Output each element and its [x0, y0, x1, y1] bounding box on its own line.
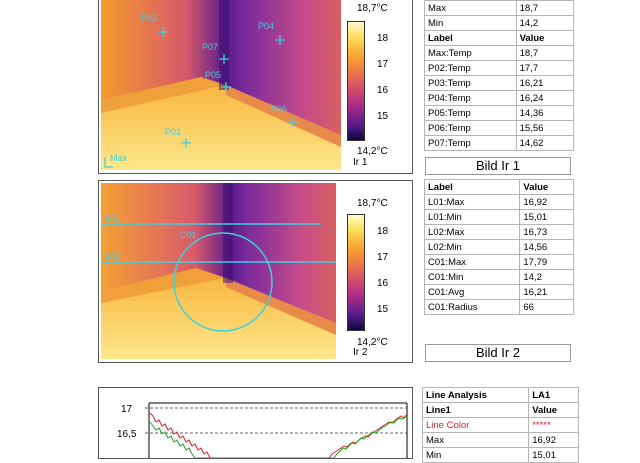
marker-p03-label: P03	[141, 13, 157, 23]
marker-p06-label: P06	[271, 104, 287, 114]
ir-2-color-scale	[347, 214, 365, 331]
table-row: P03:Temp 16,21	[424, 75, 575, 91]
ir-1-caption: Bild Ir 1	[425, 157, 571, 175]
marker-max-cross	[104, 157, 113, 168]
table-row: Max 18,7	[424, 0, 575, 16]
ir-2-caption: Bild Ir 2	[425, 344, 571, 362]
table-row: C01:Radius 66	[423, 299, 574, 315]
table-row: P04:Temp 16,24	[424, 90, 575, 106]
line-profile-panel: 17 16,5	[98, 387, 413, 459]
ir-1-measurement-table: Max 18,7 Min 14,2 Label Value Max:Temp 18,7 …	[424, 0, 575, 151]
table-row: L01:Max 16,92	[423, 194, 574, 210]
line-l02-label: L02	[105, 251, 120, 261]
marker-p07-label: P07	[202, 42, 218, 52]
scale-tick: 16	[377, 85, 389, 96]
table-row: C01:Max 17,79	[423, 254, 574, 270]
table-row: P05:Temp 14,36	[424, 105, 575, 121]
scale-tick: 18	[377, 226, 389, 237]
y-tick-label: 17	[121, 404, 133, 415]
ir-1-scale-min: 14,2°C	[357, 146, 388, 157]
scale-tick: 16	[377, 278, 389, 289]
ir-2-scale-min: 14,2°C	[357, 337, 388, 348]
ir-2-measurement-table: Label Value L01:Max 16,92 L01:Min 15,01 L02…	[423, 179, 574, 315]
ir-image-2-panel: L01 C01 L02 18,7°C 18 17 16 15 14,2°C Ir…	[98, 180, 413, 363]
scale-tick: 18	[377, 33, 389, 44]
circle-c01	[173, 232, 273, 332]
scale-tick: 15	[377, 304, 389, 315]
ir-2-scale-max: 18,7°C	[357, 198, 388, 209]
marker-p07-cross	[219, 54, 229, 64]
line-l01-label: L01	[105, 213, 120, 223]
table-row: Min 14,2	[424, 15, 575, 31]
ir-2-name: Ir 2	[353, 347, 368, 358]
ir-2-overlay-layer: L01 C01 L02	[101, 213, 336, 332]
table-header: Line Analysis LA1	[421, 387, 579, 403]
table-row: C01:Min 14,2	[423, 269, 574, 285]
marker-p02-label: P02	[165, 127, 181, 137]
table-row: Max:Temp 18,7	[424, 45, 575, 61]
marker-max-label: Max	[110, 153, 128, 163]
table-header: Label Value	[424, 30, 575, 46]
marker-p05-cross	[221, 82, 231, 92]
marker-p03-cross	[158, 27, 168, 37]
ir-image-1-panel: P03 P04 P07 P05 P06 P02 Max 18,7°C 18 17…	[98, 0, 413, 174]
table-row: Line Color *****	[421, 417, 579, 433]
scale-tick: 17	[377, 252, 389, 263]
scale-tick: 17	[377, 59, 389, 70]
line-profile-chart: 17 16,5	[117, 402, 408, 458]
table-row: P02:Temp 17,7	[424, 60, 575, 76]
ir-1-scale-max: 18,7°C	[357, 3, 388, 14]
marker-p05-label: P05	[205, 70, 221, 80]
line-analysis-table: Line Analysis LA1 Line1 Value Line Color **…	[421, 387, 579, 463]
scale-tick: 15	[377, 111, 389, 122]
thermal-image-1[interactable]	[101, 0, 341, 170]
ir-1-color-scale	[347, 21, 365, 141]
table-header: Line1 Value	[421, 402, 579, 418]
marker-p04-cross	[275, 35, 285, 45]
table-row: L02:Max 16,73	[423, 224, 574, 240]
table-header: Label Value	[423, 179, 574, 195]
ir-1-marker-layer: P03 P04 P07 P05 P06 P02 Max	[104, 13, 298, 168]
table-row: L01:Min 15,01	[423, 209, 574, 225]
circle-c01-label: C01	[180, 230, 197, 240]
table-row: P07:Temp 14,62	[424, 135, 575, 151]
profile-line-green	[149, 415, 408, 458]
thermal-image-2[interactable]	[101, 183, 336, 359]
ir-1-name: Ir 1	[353, 157, 368, 168]
table-row: L02:Min 14,56	[423, 239, 574, 255]
y-tick-label: 16,5	[117, 429, 137, 440]
marker-p02-cross	[181, 138, 191, 148]
marker-p04-label: P04	[258, 21, 274, 31]
table-row: C01:Avg 16,21	[423, 284, 574, 300]
table-row: P06:Temp 15,56	[424, 120, 575, 136]
table-row: Max 16,92	[421, 432, 579, 448]
marker-p06-cross	[288, 117, 298, 127]
